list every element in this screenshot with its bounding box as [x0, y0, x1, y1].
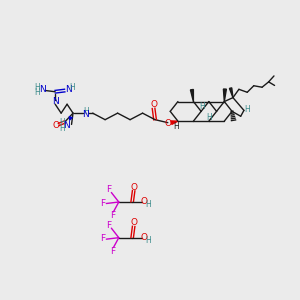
- Text: F: F: [100, 234, 105, 243]
- Text: O: O: [130, 183, 137, 192]
- Text: N: N: [65, 85, 72, 94]
- Text: F: F: [110, 247, 115, 256]
- Text: F: F: [106, 185, 112, 194]
- Text: N: N: [63, 121, 70, 130]
- Text: H: H: [244, 105, 250, 114]
- Text: F: F: [106, 221, 112, 230]
- Text: O: O: [52, 122, 59, 130]
- Text: H: H: [60, 124, 65, 133]
- Polygon shape: [190, 89, 194, 102]
- Text: H: H: [145, 200, 151, 209]
- Text: F: F: [110, 211, 115, 220]
- Text: H: H: [69, 83, 75, 92]
- Text: O: O: [164, 119, 171, 128]
- Text: H: H: [145, 236, 151, 244]
- Polygon shape: [171, 121, 178, 124]
- Text: F: F: [100, 199, 105, 208]
- Text: N: N: [52, 97, 59, 106]
- Text: H: H: [34, 88, 40, 98]
- Text: H: H: [83, 107, 89, 116]
- Text: H: H: [207, 113, 212, 122]
- Text: N: N: [39, 85, 46, 94]
- Text: H: H: [174, 122, 179, 131]
- Text: H: H: [34, 83, 40, 92]
- Text: H: H: [199, 102, 205, 111]
- Text: O: O: [130, 218, 137, 227]
- Text: O: O: [141, 232, 148, 242]
- Text: H: H: [60, 118, 65, 127]
- Text: O: O: [141, 197, 148, 206]
- Text: O: O: [151, 100, 158, 109]
- Text: N: N: [82, 110, 89, 118]
- Polygon shape: [230, 88, 233, 98]
- Polygon shape: [224, 89, 226, 102]
